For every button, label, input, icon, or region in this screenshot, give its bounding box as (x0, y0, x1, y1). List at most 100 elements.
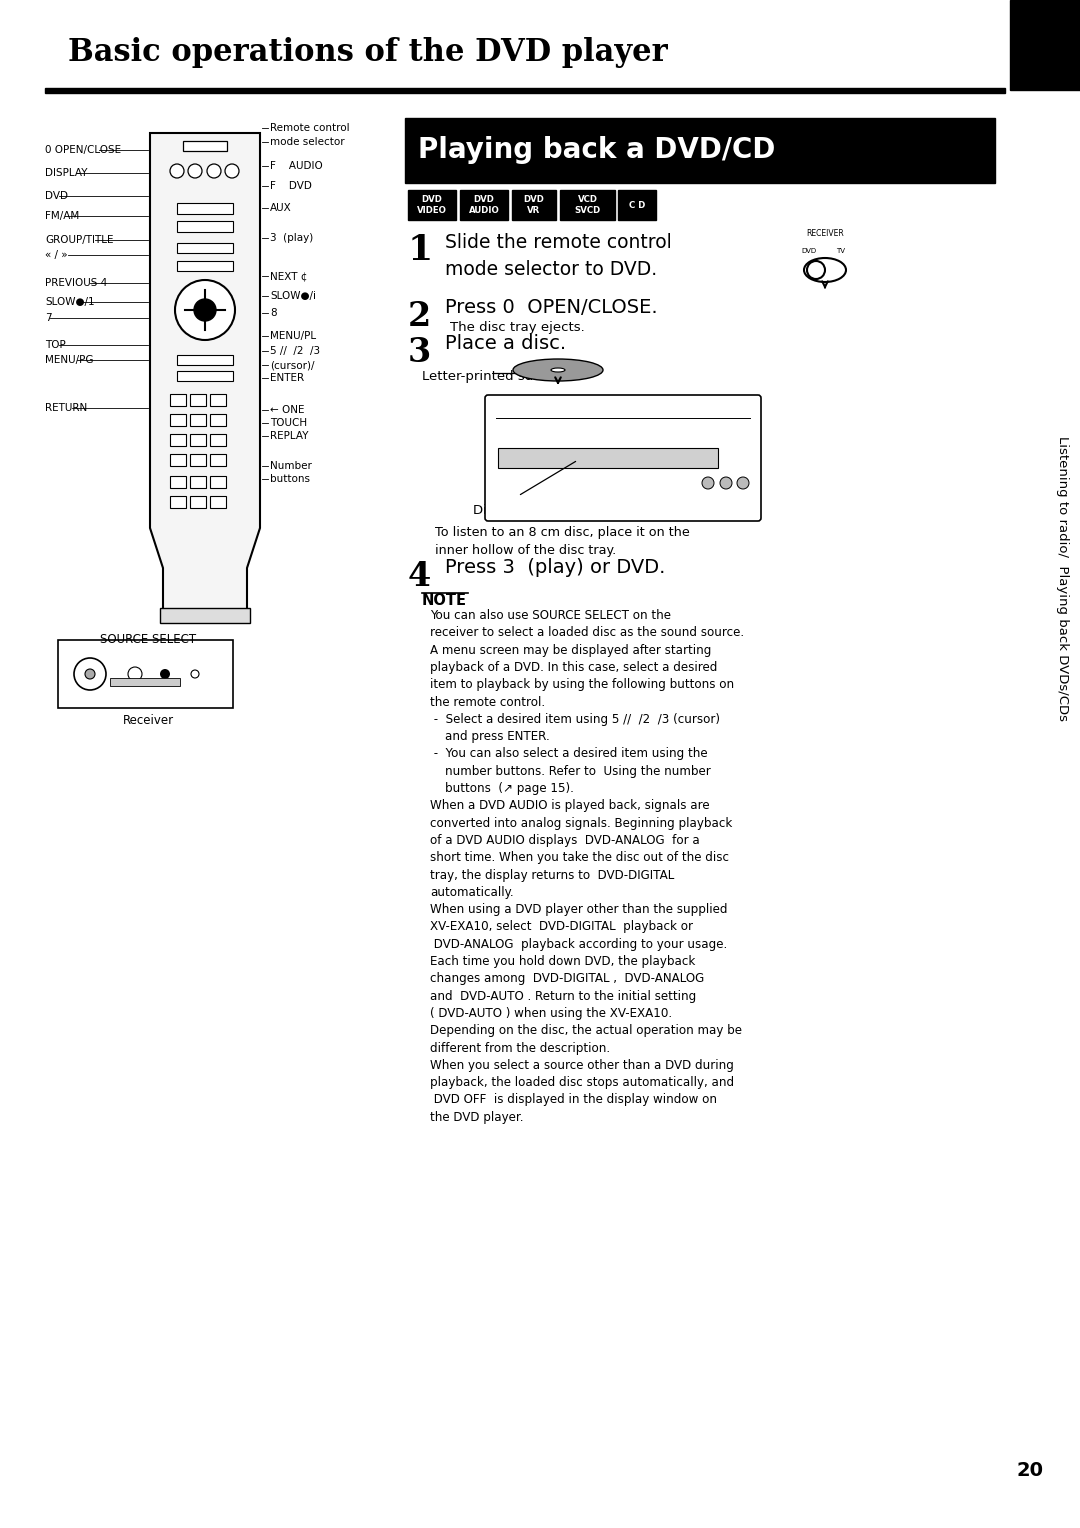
Text: 2: 2 (408, 299, 431, 333)
Circle shape (85, 669, 95, 678)
Ellipse shape (551, 368, 565, 371)
Text: Remote control: Remote control (270, 122, 350, 133)
Text: Press 0  OPEN/CLOSE.: Press 0 OPEN/CLOSE. (445, 298, 658, 316)
Text: DVD: DVD (45, 191, 68, 202)
Bar (498, 448, 718, 468)
Text: Place a disc.: Place a disc. (445, 335, 566, 353)
Bar (210, 454, 226, 466)
Text: SOURCE SELECT: SOURCE SELECT (100, 633, 197, 646)
Circle shape (702, 477, 714, 489)
Text: RETURN: RETURN (45, 403, 87, 413)
Circle shape (160, 669, 170, 678)
Text: Letter-printed surface: Letter-printed surface (422, 370, 567, 384)
Text: The disc tray ejects.: The disc tray ejects. (450, 321, 584, 335)
Bar (110, 678, 180, 686)
Text: 5 //  /2  /3: 5 // /2 /3 (270, 345, 320, 356)
Bar (561, 189, 615, 220)
Text: FM/AM: FM/AM (45, 211, 79, 222)
Circle shape (170, 163, 184, 177)
Bar (210, 394, 226, 406)
Bar (170, 497, 186, 507)
Text: DVD
VIDEO: DVD VIDEO (417, 196, 447, 215)
Text: SLOW●/1: SLOW●/1 (45, 296, 95, 307)
Text: Playing back a DVD/CD: Playing back a DVD/CD (418, 136, 775, 163)
Text: NEXT ¢: NEXT ¢ (270, 270, 308, 281)
Text: Listening to radio/  Playing back DVDs/CDs: Listening to radio/ Playing back DVDs/CD… (1056, 435, 1069, 721)
Text: mode selector: mode selector (270, 138, 345, 147)
Text: ENTER: ENTER (270, 373, 305, 384)
Circle shape (175, 280, 235, 341)
Text: ← ONE: ← ONE (270, 405, 305, 416)
Text: Receiver: Receiver (122, 714, 174, 727)
Circle shape (75, 659, 106, 691)
FancyBboxPatch shape (485, 396, 761, 521)
Ellipse shape (513, 359, 603, 380)
Text: 7: 7 (45, 313, 52, 322)
Text: DVD
AUDIO: DVD AUDIO (469, 196, 499, 215)
Circle shape (225, 163, 239, 177)
Bar (170, 477, 186, 487)
Bar (170, 454, 186, 466)
Bar (177, 354, 233, 365)
Text: PREVIOUS 4: PREVIOUS 4 (45, 278, 107, 287)
Bar (190, 434, 206, 446)
Text: F    DVD: F DVD (270, 180, 312, 191)
Bar (408, 189, 456, 220)
Bar (45, 89, 1005, 93)
Bar (160, 608, 249, 623)
Text: Basic operations of the DVD player: Basic operations of the DVD player (68, 37, 667, 69)
Bar (190, 454, 206, 466)
Circle shape (207, 163, 221, 177)
Text: REPLAY: REPLAY (270, 431, 309, 442)
Circle shape (720, 477, 732, 489)
Bar (210, 414, 226, 426)
Text: To listen to an 8 cm disc, place it on the
inner hollow of the disc tray.: To listen to an 8 cm disc, place it on t… (435, 526, 690, 558)
Circle shape (194, 299, 216, 321)
Circle shape (191, 669, 199, 678)
Bar (170, 434, 186, 446)
Text: TOP: TOP (45, 341, 66, 350)
Bar (210, 477, 226, 487)
Bar (190, 394, 206, 406)
Circle shape (737, 477, 750, 489)
Text: Press 3  (play) or DVD.: Press 3 (play) or DVD. (445, 558, 665, 578)
Text: TOUCH: TOUCH (270, 419, 307, 428)
Text: Slide the remote control
mode selector to DVD.: Slide the remote control mode selector t… (445, 232, 672, 278)
Text: SLOW●/i: SLOW●/i (270, 290, 316, 301)
Text: F    AUDIO: F AUDIO (270, 160, 323, 171)
Bar (183, 141, 227, 151)
Text: MENU/PL: MENU/PL (270, 332, 316, 341)
Bar (210, 497, 226, 507)
Text: DISPLAY: DISPLAY (45, 168, 87, 177)
Text: C D: C D (629, 200, 645, 209)
Text: DVD: DVD (801, 248, 816, 254)
Text: 1: 1 (408, 232, 433, 267)
Text: 4: 4 (408, 559, 431, 593)
Text: buttons: buttons (270, 474, 310, 484)
Text: TV: TV (837, 248, 846, 254)
Bar (405, 118, 995, 183)
Circle shape (807, 261, 825, 280)
Bar (190, 497, 206, 507)
Bar (210, 434, 226, 446)
Bar (170, 394, 186, 406)
Text: VCD
SVCD: VCD SVCD (575, 196, 600, 215)
Text: RECEIVER: RECEIVER (806, 229, 843, 238)
Bar (190, 477, 206, 487)
Bar (177, 261, 233, 270)
Text: Number: Number (270, 461, 312, 471)
Text: DVD
VR: DVD VR (524, 196, 544, 215)
Text: « / »: « / » (45, 251, 68, 260)
Text: 8: 8 (270, 309, 276, 318)
Text: You can also use SOURCE SELECT on the
receiver to select a loaded disc as the so: You can also use SOURCE SELECT on the re… (430, 610, 744, 1123)
Circle shape (188, 163, 202, 177)
Bar (460, 189, 508, 220)
Text: GROUP/TITLE: GROUP/TITLE (45, 235, 113, 244)
Text: 0 OPEN/CLOSE: 0 OPEN/CLOSE (45, 145, 121, 154)
Bar (190, 414, 206, 426)
Bar (177, 203, 233, 214)
Bar (1010, 0, 1080, 90)
Polygon shape (150, 133, 260, 617)
Text: AUX: AUX (270, 203, 292, 212)
Bar (177, 222, 233, 232)
